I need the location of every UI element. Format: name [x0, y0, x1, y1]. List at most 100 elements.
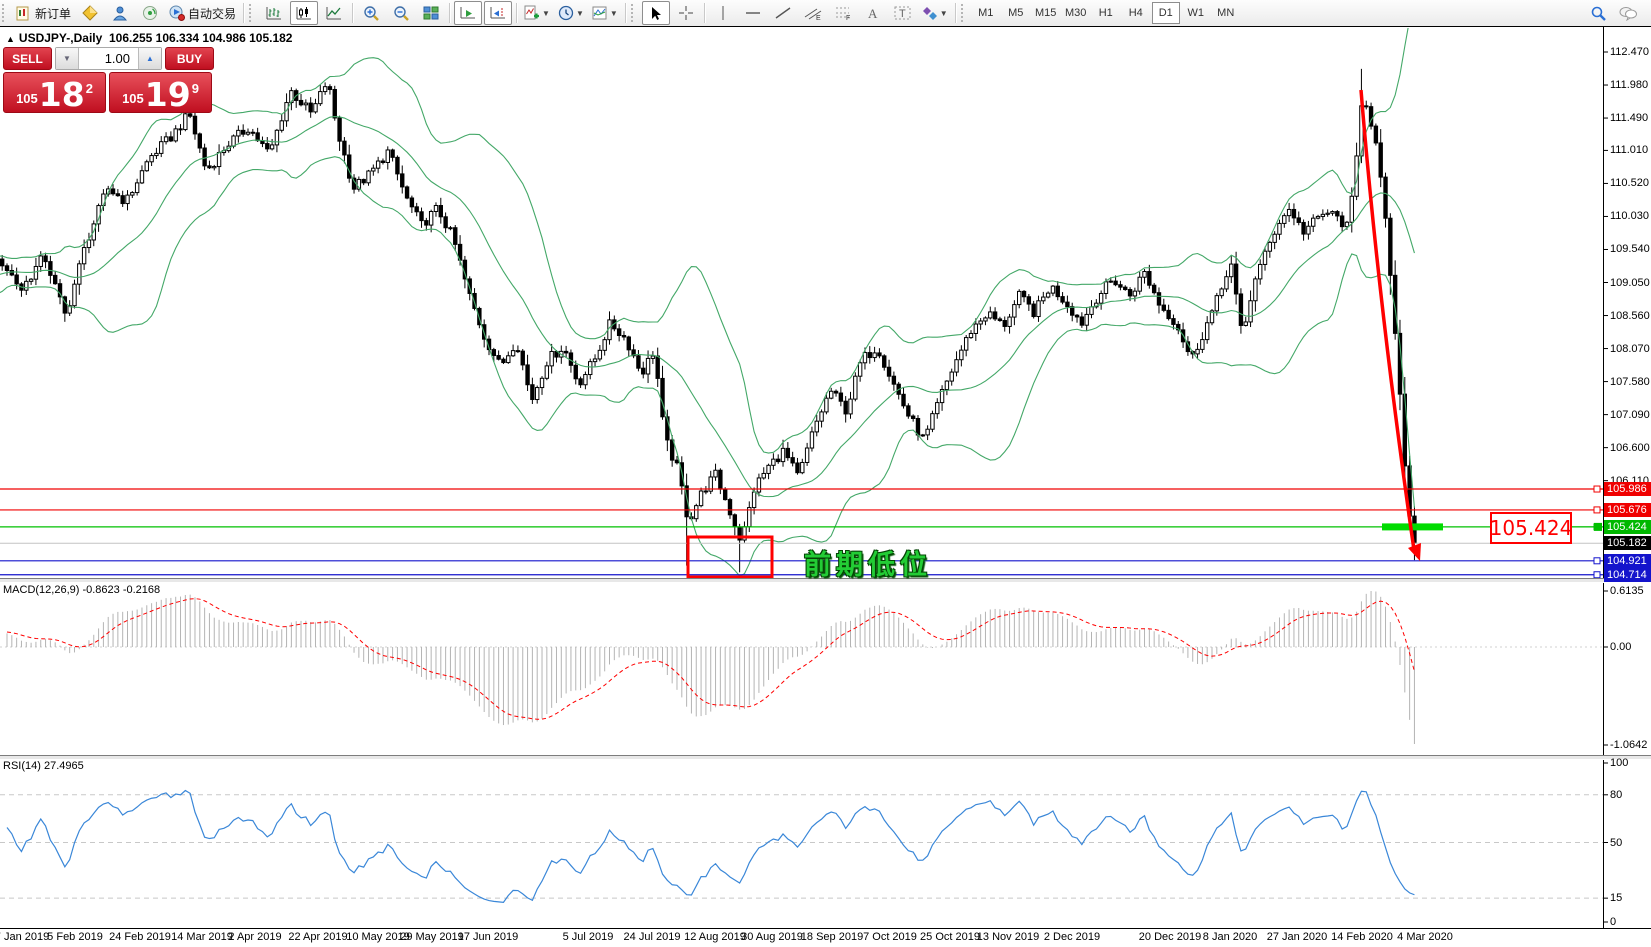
templates-button[interactable]: ▼	[589, 1, 621, 25]
timeframe-h1[interactable]: H1	[1098, 7, 1113, 19]
hline-handle[interactable]	[1593, 557, 1601, 565]
hline-handle[interactable]	[1593, 485, 1601, 493]
search-button[interactable]	[1584, 1, 1612, 25]
signals-button[interactable]	[136, 1, 164, 25]
date-axis-label: 17 Jun 2019	[457, 931, 519, 943]
trendline-tool-button[interactable]	[769, 1, 797, 25]
timeframe-m15[interactable]: M15	[1035, 7, 1057, 19]
zoom-in-icon	[363, 5, 379, 21]
toolbar-separator	[449, 3, 451, 23]
fibonacci-tool-button[interactable]: F	[829, 1, 857, 25]
timeframe-w1[interactable]: W1	[1187, 7, 1204, 19]
crosshair-tool-button[interactable]	[672, 1, 700, 25]
timeframe-m5[interactable]: M5	[1008, 7, 1024, 19]
zoom-in-button[interactable]	[357, 1, 385, 25]
timeframe-h4[interactable]: H4	[1128, 7, 1143, 19]
price-axis-line[interactable]	[1603, 27, 1604, 928]
chart-canvas[interactable]	[0, 27, 1651, 947]
date-axis-label: 20 Dec 2019	[1138, 931, 1202, 943]
volume-value[interactable]: 1.00	[104, 51, 130, 66]
timeframe-mn[interactable]: MN	[1217, 7, 1235, 19]
down-trend-arrowhead	[1408, 543, 1421, 561]
horizontal-line-tool-button[interactable]	[739, 1, 767, 25]
timeframe-m30[interactable]: M30	[1065, 7, 1087, 19]
channel-tool-button[interactable]: E	[799, 1, 827, 25]
auto-scroll-icon	[460, 7, 476, 19]
hline-handle[interactable]	[1593, 571, 1601, 579]
bollinger-middle-band[interactable]	[0, 116, 1415, 498]
cursor-tool-button[interactable]	[641, 1, 670, 25]
sell-button[interactable]: SELL	[3, 47, 52, 70]
price-axis-label: 105.986	[1604, 482, 1651, 497]
date-axis-label: 29 May 2019	[400, 931, 464, 943]
volume-stepper[interactable]: ▼ 1.00 ▲	[55, 47, 162, 70]
indicators-button[interactable]: ▼	[521, 1, 553, 25]
price-axis-tick: 110.030	[1610, 210, 1649, 223]
fibonacci-icon: F	[835, 7, 850, 21]
ohlc-values: 106.255 106.334 104.986 105.182	[108, 31, 293, 45]
rsi-line	[6, 789, 1415, 903]
equidistant-channel-icon: E	[804, 8, 822, 21]
arrows-icon	[922, 7, 937, 20]
chat-button[interactable]	[1614, 1, 1642, 25]
hline-handle[interactable]	[1593, 506, 1601, 514]
toolbar-gripper[interactable]	[960, 4, 968, 22]
zoom-out-button[interactable]	[387, 1, 415, 25]
tile-windows-button[interactable]	[417, 1, 445, 25]
toolbar-gripper[interactable]	[2, 4, 9, 22]
support-highlight-segment[interactable]	[1382, 523, 1443, 531]
price-axis-tick: 111.010	[1610, 144, 1649, 157]
timeframe-d1[interactable]: D1	[1151, 2, 1180, 24]
chart-window[interactable]: ▲ USDJPY-,Daily 106.255 106.334 104.986 1…	[0, 27, 1651, 947]
autotrading-button[interactable]: 自动交易	[166, 1, 239, 25]
auto-scroll-button[interactable]	[454, 1, 483, 25]
volume-decrease-button[interactable]: ▼	[56, 48, 79, 69]
candlestick-chart-button[interactable]	[290, 1, 319, 25]
timeframe-m1[interactable]: M1	[978, 7, 994, 19]
sell-price-box[interactable]: 105 18 2	[3, 72, 106, 113]
vertical-line-tool-button[interactable]	[709, 1, 737, 25]
periods-button[interactable]: ▼	[555, 1, 587, 25]
rsi-indicator-label: RSI(14) 27.4965	[3, 760, 84, 772]
buy-button[interactable]: BUY	[165, 47, 214, 70]
line-chart-button[interactable]	[320, 1, 348, 25]
text-label-tool-button[interactable]: T	[889, 1, 917, 25]
pane-separator-macd[interactable]	[0, 578, 1651, 583]
price-axis-tick: 108.070	[1610, 342, 1650, 355]
down-trend-arrow[interactable]	[1359, 89, 1416, 551]
support-zone-rectangle[interactable]	[686, 535, 774, 579]
charts-button[interactable]	[76, 1, 104, 25]
text-icon: A	[868, 6, 878, 21]
person-icon	[113, 6, 128, 21]
clock-icon	[558, 5, 574, 21]
price-axis-tick: 111.490	[1610, 112, 1649, 125]
date-axis-label: 18 Sep 2019	[800, 931, 864, 943]
symbol-period-label: USDJPY-,Daily	[18, 31, 103, 45]
templates-icon	[592, 6, 607, 20]
community-button[interactable]	[106, 1, 134, 25]
macd-axis-tick: -1.0642	[1610, 739, 1648, 751]
autotrading-label: 自动交易	[188, 6, 237, 21]
price-callout-box[interactable]: 105.424	[1490, 512, 1572, 544]
new-order-button[interactable]: 新订单	[13, 1, 74, 25]
toolbar-gripper[interactable]	[249, 4, 256, 22]
time-axis-line[interactable]	[0, 928, 1651, 929]
sell-price-point: 2	[85, 81, 93, 96]
text-tool-button[interactable]: A	[859, 1, 887, 25]
signals-icon	[143, 6, 158, 20]
chart-shift-button[interactable]	[484, 1, 513, 25]
bollinger-lower-band[interactable]	[0, 156, 1415, 577]
pane-separator-rsi[interactable]	[0, 755, 1651, 760]
date-axis-label: 14 Feb 2020	[1331, 931, 1393, 943]
svg-text:A: A	[868, 6, 878, 21]
date-axis-label: 30 Aug 2019	[741, 931, 803, 943]
arrows-tool-button[interactable]: ▼	[919, 1, 951, 25]
toolbar-gripper[interactable]	[630, 4, 638, 22]
panel-collapse-arrow[interactable]: ▲	[6, 34, 15, 44]
volume-increase-button[interactable]: ▲	[138, 48, 161, 69]
bar-chart-button[interactable]	[260, 1, 288, 25]
new-order-icon	[16, 6, 29, 21]
buy-price-box[interactable]: 105 19 9	[109, 72, 212, 113]
date-axis-label: 7 Jan 2019	[0, 931, 50, 943]
date-axis-label: 7 Oct 2019	[863, 931, 917, 943]
